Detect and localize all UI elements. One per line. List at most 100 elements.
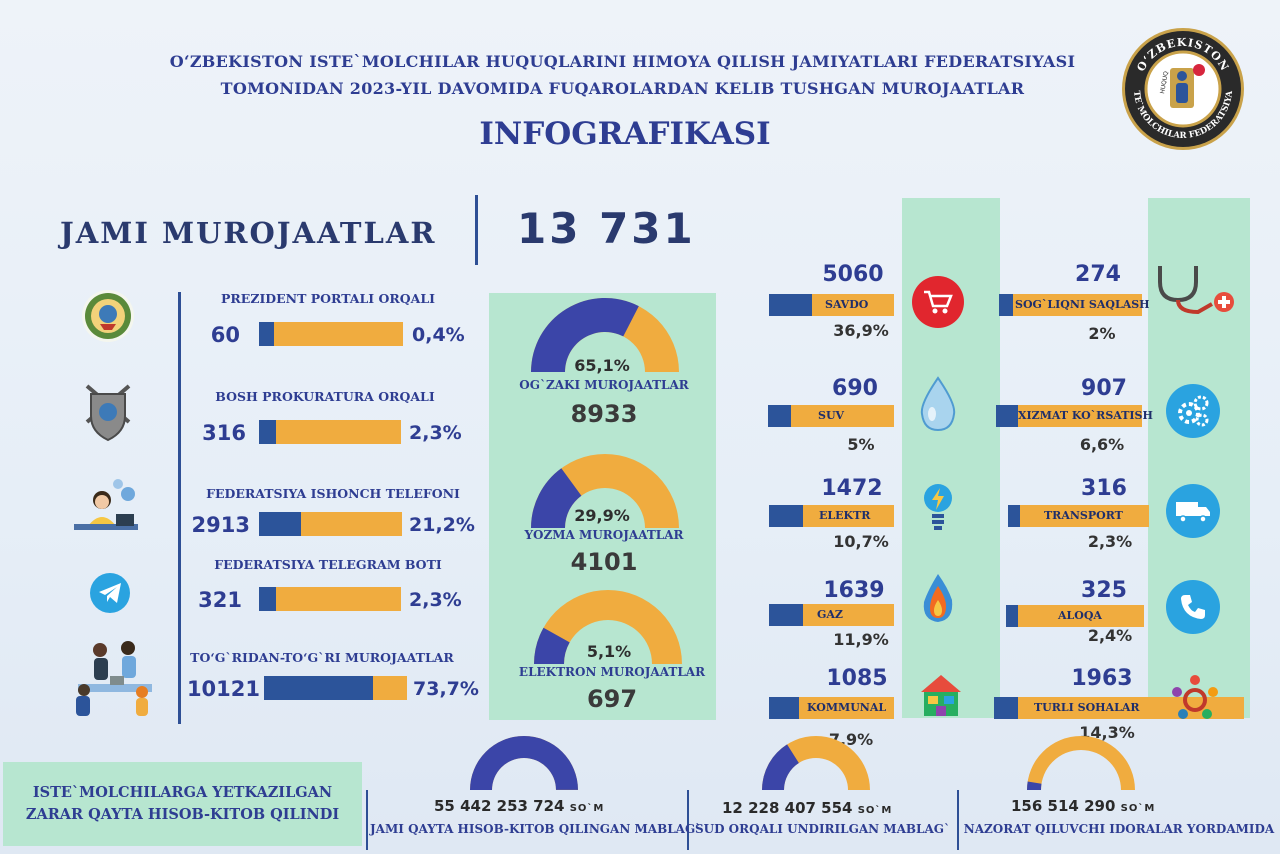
people-circle-icon — [1170, 674, 1220, 724]
page-title: INFOGRAFIKASI — [479, 116, 771, 152]
sector-label: XIZMAT KO`RSATISH — [1018, 409, 1153, 422]
gauge-written-label: YOZMA MUROJAATLAR — [524, 528, 684, 542]
call-center-operator-icon — [66, 478, 146, 540]
sector-label: KOMMUNAL — [807, 701, 887, 714]
footer-gauge-fill — [1027, 781, 1042, 790]
footer-caption-total: JAMI QAYTA HISOB-KITOB QILINGAN MABLAG` — [370, 822, 702, 836]
sector-bar: GAZ — [769, 604, 894, 626]
channel-bar-fill — [259, 420, 277, 444]
sector-label: TRANSPORT — [1044, 509, 1123, 522]
channel-percent: 0,4% — [412, 324, 465, 346]
sector-bar: KOMMUNAL — [769, 697, 894, 719]
sector-count: 690 — [832, 376, 878, 401]
light-bulb-icon — [922, 482, 954, 532]
footer-separator — [366, 790, 368, 850]
sector-percent: 10,7% — [833, 532, 889, 551]
sector-label: ELEKTR — [819, 509, 871, 522]
utility-house-icon — [918, 672, 964, 718]
channel-bar-fill — [259, 587, 277, 611]
sector-bar: SAVDO — [769, 294, 894, 316]
channel-bar-fill — [259, 512, 301, 536]
sector-count: 5060 — [822, 262, 884, 287]
sector-count: 1963 — [1071, 666, 1133, 691]
gauge-electronic-fill — [534, 627, 570, 664]
gauge-written — [531, 453, 679, 528]
gauge-oral-percent: 65,1% — [574, 356, 630, 375]
sector-percent: 2,4% — [1087, 626, 1133, 645]
total-divider — [475, 195, 478, 265]
sector-count: 274 — [1075, 262, 1121, 287]
channel-count: 60 — [210, 323, 240, 347]
gauge-oral-label: OG`ZAKI MUROJAATLAR — [519, 378, 689, 392]
channel-percent: 73,7% — [413, 678, 479, 700]
sector-bar: XIZMAT KO`RSATISH — [996, 405, 1153, 427]
sector-percent: 11,9% — [833, 630, 889, 649]
prosecutor-shield-icon — [83, 382, 133, 442]
office-meeting-icon — [70, 638, 160, 720]
sector-label: ALOQA — [1058, 609, 1102, 622]
sector-bar: SUV — [768, 405, 894, 427]
sector-bar: ELEKTR — [769, 505, 894, 527]
gauge-electronic-track — [534, 589, 682, 664]
channel-bar — [259, 420, 401, 444]
channel-label: TO‘G`RIDAN-TO‘G`RI MUROJAATLAR — [190, 650, 454, 665]
sector-label: SOG`LIQNI SAQLASH — [1015, 298, 1150, 311]
gauge-written-percent: 29,9% — [574, 506, 630, 525]
phone-icon — [1166, 580, 1220, 634]
footer-caption-court: SUD ORQALI UNDIRILGAN MABLAG` — [694, 822, 951, 836]
sector-count: 1639 — [823, 578, 885, 603]
gauge-electronic — [534, 589, 682, 664]
channel-percent: 2,3% — [409, 589, 462, 611]
channel-label: FEDERATSIYA TELEGRAM BOTI — [214, 557, 442, 572]
sector-bar: TRANSPORT — [1008, 505, 1149, 527]
footer-amount-agencies: 156 514 290 SO`M — [1011, 797, 1156, 815]
footer-gauge-track — [1027, 736, 1135, 790]
channel-bar — [259, 587, 401, 611]
logo-inner-text: HUQUQ — [1159, 70, 1170, 94]
channel-label: BOSH PROKURATURA ORQALI — [215, 389, 435, 404]
footer-gauge-court — [762, 736, 870, 790]
footer-caption-agencies: NAZORAT QILUVCHI IDORALAR YORDAMIDA — [963, 822, 1275, 836]
header-line-2: TOMONIDAN 2023-YIL DAVOMIDA FUQAROLARDAN… — [220, 79, 1025, 98]
channel-bar-fill — [264, 676, 374, 700]
sector-bar: SOG`LIQNI SAQLASH — [999, 294, 1150, 316]
gauge-written-fill — [531, 468, 582, 528]
sector-percent: 36,9% — [833, 321, 889, 340]
footer-separator — [957, 790, 959, 850]
channels-divider — [178, 292, 181, 724]
gas-flame-icon — [918, 572, 958, 624]
sector-label: GAZ — [817, 608, 843, 621]
sector-count: 1085 — [826, 666, 888, 691]
channel-label: FEDERATSIYA ISHONCH TELEFONI — [206, 486, 460, 501]
gauge-electronic-value: 697 — [586, 685, 638, 713]
federation-seal-icon: O‘ZBEKISTON ISTE`MOLCHILAR FEDERATSIYASI… — [1117, 19, 1244, 150]
channel-bar — [259, 512, 402, 536]
gauge-oral — [531, 297, 679, 372]
footer-amount-court: 12 228 407 554 SO`M — [722, 799, 893, 817]
sector-count: 316 — [1081, 476, 1127, 501]
sector-label: SUV — [818, 409, 845, 422]
channel-percent: 21,2% — [409, 514, 475, 536]
channel-bar-fill — [259, 322, 274, 346]
channel-percent: 2,3% — [409, 422, 462, 444]
channel-bar — [259, 322, 403, 346]
footer-separator — [687, 790, 689, 850]
sector-percent: 14,3% — [1079, 723, 1135, 742]
gauge-written-value: 4101 — [570, 548, 638, 576]
sector-percent: 6,6% — [1079, 435, 1125, 454]
sector-percent: 2,3% — [1087, 532, 1133, 551]
footer-gauge-total — [470, 736, 578, 790]
channel-count: 316 — [202, 421, 246, 445]
sector-count: 1472 — [821, 476, 883, 501]
stethoscope-icon — [1150, 262, 1244, 318]
truck-icon — [1166, 484, 1220, 538]
channel-label: PREZIDENT PORTALI ORQALI — [221, 291, 435, 306]
gauge-oral-value: 8933 — [570, 400, 638, 428]
compensation-box — [3, 762, 362, 846]
compensation-text-1: ISTE`MOLCHILARGA YETKAZILGAN — [32, 784, 333, 801]
federation-logo: O‘ZBEKISTON ISTE`MOLCHILAR FEDERATSIYASI… — [1117, 19, 1246, 152]
footer-gauge-fill — [470, 736, 578, 790]
footer-gauge-fill — [762, 744, 799, 790]
sector-icons-column-left — [902, 198, 1000, 718]
water-drop-icon — [918, 376, 958, 432]
